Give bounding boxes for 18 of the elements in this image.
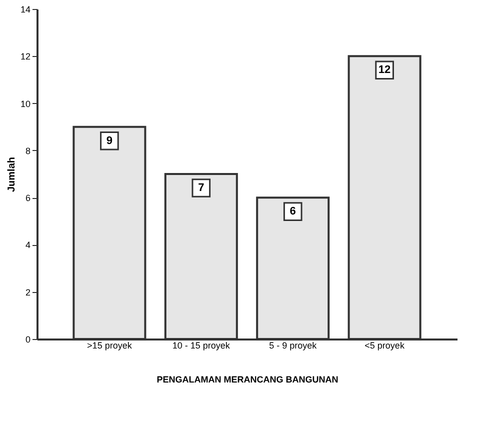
y-tick-label: 6 <box>25 193 30 204</box>
data-label: 12 <box>378 64 391 76</box>
y-tick-label: 14 <box>20 4 30 14</box>
y-tick-label: 12 <box>20 52 30 62</box>
x-tick-label: 5 - 9 proyek <box>269 340 318 350</box>
x-axis-title: PENGALAMAN MERANCANG BANGUNAN <box>156 374 338 384</box>
y-axis-title: Jumlah <box>6 156 18 192</box>
data-label: 7 <box>198 182 204 194</box>
x-tick-label: <5 proyek <box>364 340 405 350</box>
y-tick-label: 10 <box>20 98 30 109</box>
data-label: 9 <box>106 134 113 147</box>
x-tick-label: 10 - 15 proyek <box>172 340 230 350</box>
x-tick-label: >15 proyek <box>87 340 132 350</box>
y-tick-label: 0 <box>25 334 30 344</box>
y-tick-label: 8 <box>25 146 30 156</box>
y-tick-label: 2 <box>25 287 30 298</box>
y-tick-label: 4 <box>25 240 30 250</box>
data-label: 6 <box>290 206 296 218</box>
